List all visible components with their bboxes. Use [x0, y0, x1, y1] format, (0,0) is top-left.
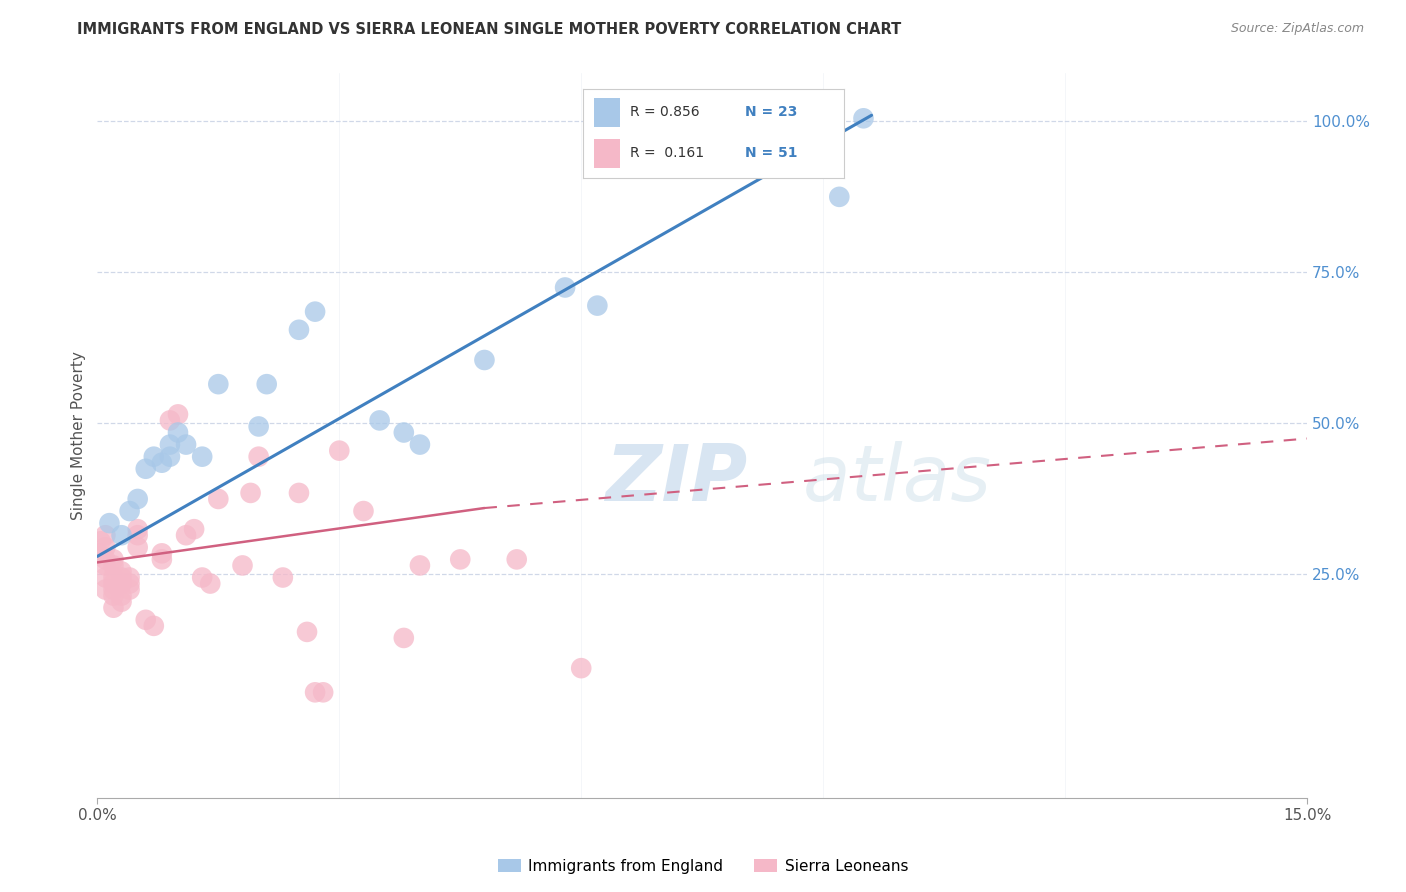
Point — [634, 112, 657, 126]
Point — [103, 552, 125, 566]
Point — [474, 353, 496, 368]
Text: N = 23: N = 23 — [745, 105, 797, 120]
Point — [247, 450, 270, 464]
Point — [118, 504, 141, 518]
Point — [159, 413, 181, 427]
Point — [150, 456, 173, 470]
Point — [94, 552, 117, 566]
Text: Source: ZipAtlas.com: Source: ZipAtlas.com — [1230, 22, 1364, 36]
Point — [142, 619, 165, 633]
Point — [392, 631, 415, 645]
Point — [127, 541, 149, 555]
Point — [94, 528, 117, 542]
Point — [103, 582, 125, 597]
Point — [392, 425, 415, 440]
Point — [231, 558, 253, 573]
Point — [103, 589, 125, 603]
Point — [110, 595, 132, 609]
Point — [103, 570, 125, 584]
Point — [295, 624, 318, 639]
Point — [94, 558, 117, 573]
Point — [288, 323, 311, 337]
Point — [828, 190, 851, 204]
Legend: Immigrants from England, Sierra Leoneans: Immigrants from England, Sierra Leoneans — [492, 853, 914, 880]
Point — [135, 613, 157, 627]
Point — [368, 413, 391, 427]
Point — [159, 437, 181, 451]
Point — [772, 123, 794, 137]
Point — [150, 546, 173, 560]
Text: atlas: atlas — [606, 441, 991, 517]
Point — [127, 491, 149, 506]
Point — [150, 552, 173, 566]
Point — [103, 576, 125, 591]
Point — [304, 685, 326, 699]
Point — [449, 552, 471, 566]
Point — [174, 437, 197, 451]
Point — [142, 450, 165, 464]
Point — [127, 522, 149, 536]
Point — [328, 443, 350, 458]
Point — [312, 685, 335, 699]
Point — [127, 528, 149, 542]
Point — [304, 304, 326, 318]
Point — [110, 570, 132, 584]
Point — [135, 462, 157, 476]
Point — [183, 522, 205, 536]
Point — [239, 486, 262, 500]
Point — [191, 450, 214, 464]
Text: IMMIGRANTS FROM ENGLAND VS SIERRA LEONEAN SINGLE MOTHER POVERTY CORRELATION CHAR: IMMIGRANTS FROM ENGLAND VS SIERRA LEONEA… — [77, 22, 901, 37]
Point — [569, 661, 592, 675]
Point — [110, 565, 132, 579]
Point — [110, 528, 132, 542]
FancyBboxPatch shape — [593, 98, 620, 127]
Point — [651, 112, 673, 126]
Point — [191, 570, 214, 584]
Point — [409, 437, 432, 451]
Point — [852, 112, 875, 126]
Point — [288, 486, 311, 500]
Point — [94, 570, 117, 584]
Point — [110, 576, 132, 591]
Point — [118, 582, 141, 597]
Point — [409, 558, 432, 573]
Point — [118, 576, 141, 591]
Text: R = 0.856: R = 0.856 — [630, 105, 700, 120]
Point — [200, 576, 222, 591]
Point — [174, 528, 197, 542]
Text: ZIP: ZIP — [606, 441, 748, 517]
FancyBboxPatch shape — [593, 139, 620, 168]
Point — [118, 570, 141, 584]
Point — [94, 541, 117, 555]
Point — [159, 450, 181, 464]
Point — [271, 570, 294, 584]
Point — [167, 425, 190, 440]
Point — [353, 504, 375, 518]
Point — [207, 491, 229, 506]
Text: N = 51: N = 51 — [745, 146, 797, 161]
Point — [506, 552, 529, 566]
Point — [256, 377, 278, 392]
Point — [167, 408, 190, 422]
Text: R =  0.161: R = 0.161 — [630, 146, 704, 161]
Point — [87, 546, 110, 560]
Point — [207, 377, 229, 392]
Point — [110, 589, 132, 603]
Point — [90, 534, 112, 549]
Point — [103, 600, 125, 615]
Point — [103, 558, 125, 573]
Y-axis label: Single Mother Poverty: Single Mother Poverty — [72, 351, 86, 520]
Point — [94, 582, 117, 597]
Point — [586, 299, 609, 313]
Point — [247, 419, 270, 434]
Point — [554, 280, 576, 294]
Point — [98, 516, 121, 530]
